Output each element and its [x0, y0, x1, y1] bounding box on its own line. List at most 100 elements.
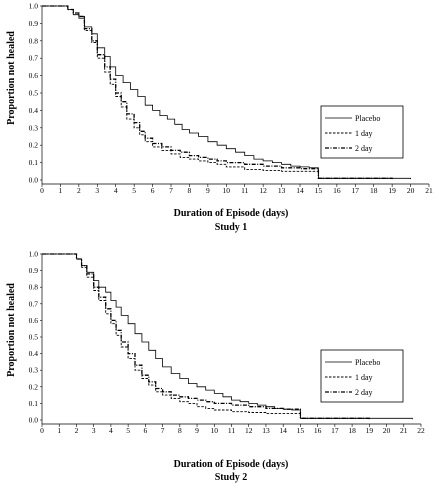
x-tick-label: 18: [348, 426, 356, 435]
chart-subtitle: Study 2: [215, 472, 248, 483]
y-tick-label: 0.2: [29, 382, 39, 391]
x-tick-label: 19: [366, 426, 374, 435]
series-2-day: [42, 253, 370, 420]
x-tick-label: 14: [296, 186, 304, 195]
x-tick-label: 4: [109, 426, 113, 435]
x-tick-label: 3: [92, 426, 96, 435]
x-tick-label: 13: [262, 426, 270, 435]
x-tick-label: 10: [223, 186, 231, 195]
x-tick-label: 9: [195, 426, 199, 435]
x-axis-label: Duration of Episode (days): [174, 208, 289, 219]
y-tick-label: 0.0: [29, 416, 39, 425]
legend-box: [320, 105, 404, 159]
x-tick-label: 15: [315, 186, 323, 195]
y-tick-label: 0.7: [29, 54, 39, 63]
x-tick-label: 16: [333, 186, 341, 195]
x-tick-label: 17: [331, 426, 339, 435]
y-tick-label: 0.1: [29, 158, 39, 167]
axes: [41, 254, 421, 425]
x-tick-labels: 0 1 2 3 4 5 6 7 8 9 10 11 12 13 14 15 16 17 18 19 20 21: [40, 184, 433, 195]
y-tick-label: 0.6: [29, 71, 39, 80]
y-tick-label: 0.3: [29, 366, 39, 375]
x-tick-label: 3: [95, 186, 99, 195]
legend: Placebo 1 day 2 day: [320, 349, 404, 403]
x-tick-label: 19: [388, 186, 396, 195]
x-tick-label: 4: [114, 186, 118, 195]
x-tick-labels: 0 1 2 3 4 5 6 7 8 9 10 11 12 13 14 15 16 17 18 19 20 21 22: [40, 424, 425, 435]
x-tick-label: 12: [259, 186, 267, 195]
y-tick-label: 0.8: [29, 283, 39, 292]
x-tick-label: 12: [245, 426, 253, 435]
chart-study-2: Proportion not healed 0.0 0.1 0.2 0.3 0.4 0.5…: [6, 250, 425, 484]
x-tick-label: 20: [407, 186, 415, 195]
x-tick-label: 5: [126, 426, 130, 435]
x-tick-label: 8: [178, 426, 182, 435]
y-tick-label: 0.9: [29, 19, 39, 28]
x-tick-label: 0: [40, 186, 44, 195]
x-tick-label: 0: [40, 426, 44, 435]
series-lines: [42, 5, 411, 180]
y-axis-label: Proportion not healed: [6, 283, 17, 377]
series-1-day: [42, 5, 393, 180]
x-tick-label: 17: [352, 186, 360, 195]
legend: Placebo 1 day 2 day: [320, 105, 404, 159]
y-axis-label: Proportion not healed: [6, 31, 17, 125]
x-tick-label: 2: [77, 186, 81, 195]
legend-label-placebo: Placebo: [355, 114, 380, 123]
legend-label-2-day: 2 day: [355, 144, 373, 153]
x-tick-label: 1: [59, 186, 63, 195]
y-tick-label: 0.5: [29, 333, 39, 342]
x-tick-label: 11: [228, 426, 235, 435]
series-lines: [42, 253, 413, 420]
series-1-day: [42, 253, 370, 420]
x-tick-label: 21: [400, 426, 408, 435]
legend-label-1-day: 1 day: [355, 373, 373, 382]
y-tick-labels: 0.0 0.1 0.2 0.3 0.4 0.5 0.6 0.7 0.8 0.9 1.0: [29, 250, 42, 425]
x-tick-label: 14: [279, 426, 287, 435]
y-tick-label: 1.0: [29, 2, 39, 11]
x-tick-label: 18: [370, 186, 378, 195]
y-tick-label: 0.7: [29, 299, 39, 308]
x-tick-label: 20: [383, 426, 391, 435]
series-placebo: [42, 253, 413, 420]
x-tick-label: 7: [169, 186, 173, 195]
x-tick-label: 6: [143, 426, 147, 435]
x-tick-label: 7: [161, 426, 165, 435]
y-tick-label: 0.3: [29, 123, 39, 132]
x-tick-label: 10: [211, 426, 219, 435]
x-tick-label: 6: [151, 186, 155, 195]
x-tick-label: 13: [278, 186, 286, 195]
y-tick-label: 0.4: [29, 106, 39, 115]
legend-label-placebo: Placebo: [355, 358, 380, 367]
x-tick-label: 22: [417, 426, 425, 435]
y-tick-label: 0.8: [29, 36, 39, 45]
y-tick-label: 0.9: [29, 266, 39, 275]
y-tick-label: 0.5: [29, 89, 39, 98]
y-tick-label: 0.0: [29, 176, 39, 185]
series-placebo: [42, 5, 411, 180]
x-tick-label: 5: [132, 186, 136, 195]
x-tick-label: 9: [206, 186, 210, 195]
x-tick-label: 16: [314, 426, 322, 435]
axes: [41, 6, 429, 185]
y-tick-label: 0.2: [29, 141, 39, 150]
x-tick-label: 15: [297, 426, 305, 435]
chart-subtitle: Study 1: [215, 222, 248, 233]
legend-box: [320, 349, 404, 403]
x-tick-label: 1: [57, 426, 61, 435]
x-tick-label: 8: [188, 186, 192, 195]
y-tick-label: 0.1: [29, 399, 39, 408]
y-tick-labels: 0.0 0.1 0.2 0.3 0.4 0.5 0.6 0.7 0.8 0.9 1.0: [29, 2, 42, 185]
chart-study-1: Proportion not healed 0.0 0.1 0.2 0.3 0.4 0.5…: [6, 2, 433, 234]
x-tick-label: 21: [425, 186, 433, 195]
y-tick-label: 0.6: [29, 316, 39, 325]
x-tick-label: 11: [241, 186, 248, 195]
legend-label-2-day: 2 day: [355, 388, 373, 397]
x-tick-label: 2: [75, 426, 79, 435]
y-tick-label: 0.4: [29, 349, 39, 358]
x-axis-label: Duration of Episode (days): [174, 459, 289, 470]
y-tick-label: 1.0: [29, 250, 39, 259]
legend-label-1-day: 1 day: [355, 129, 373, 138]
